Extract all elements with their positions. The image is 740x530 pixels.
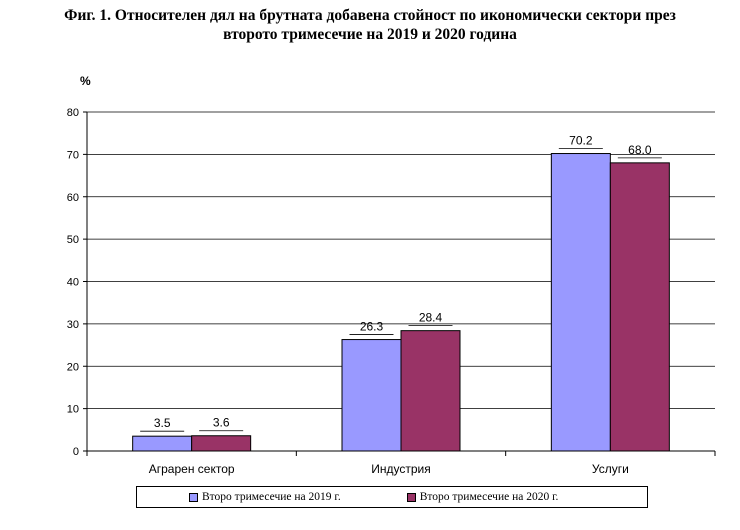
chart-title: Фиг. 1. Относителен дял на брутната доба… [0,6,740,44]
bar-series0-2 [550,153,611,452]
y-tick-label-80: 80 [67,107,79,119]
legend-label-series0: Второ тримесечие на 2019 г. [202,491,341,503]
chart-title-line-2: второто тримесечие на 2019 и 2020 година [223,26,517,43]
bar-series1-2 [609,162,670,452]
x-category-label-0: Аграрен сектор [149,462,235,476]
data-label-series1-0: 3.6 [213,416,230,430]
bar-series0-0 [132,435,193,452]
data-label-series0-2: 70.2 [569,134,593,148]
legend-swatch-series1 [406,492,416,502]
y-tick-label-70: 70 [67,149,79,161]
y-tick-label-20: 20 [67,361,79,373]
y-tick-label-60: 60 [67,192,79,204]
data-label-series0-1: 26.3 [360,320,384,334]
data-label-series1-2: 68.0 [628,143,652,157]
x-category-label-2: Услуги [592,462,629,476]
y-tick-label-40: 40 [67,277,79,289]
chart-title-line-1: Фиг. 1. Относителен дял на брутната доба… [64,7,676,24]
legend-item-series0: Второ тримесечие на 2019 г. [189,491,341,503]
bar-series1-1 [400,330,461,452]
bar-series0-1 [341,339,402,452]
y-tick-label-50: 50 [67,234,79,246]
x-category-label-1: Индустрия [371,462,431,476]
data-label-series1-1: 28.4 [419,311,443,325]
chart-legend: Второ тримесечие на 2019 г. Второ тримесе… [136,486,648,508]
legend-swatch-series0 [189,492,198,502]
bar-series1-0 [191,435,252,452]
y-axis-unit-label: % [80,74,91,88]
legend-item-series1: Второ тримесечие на 2020 г. [406,491,559,503]
data-label-series0-0: 3.5 [154,416,171,430]
y-tick-label-30: 30 [67,319,79,331]
y-tick-label-10: 10 [67,404,79,416]
legend-label-series1: Второ тримесечие на 2020 г. [419,491,559,503]
y-tick-label-0: 0 [73,446,79,458]
